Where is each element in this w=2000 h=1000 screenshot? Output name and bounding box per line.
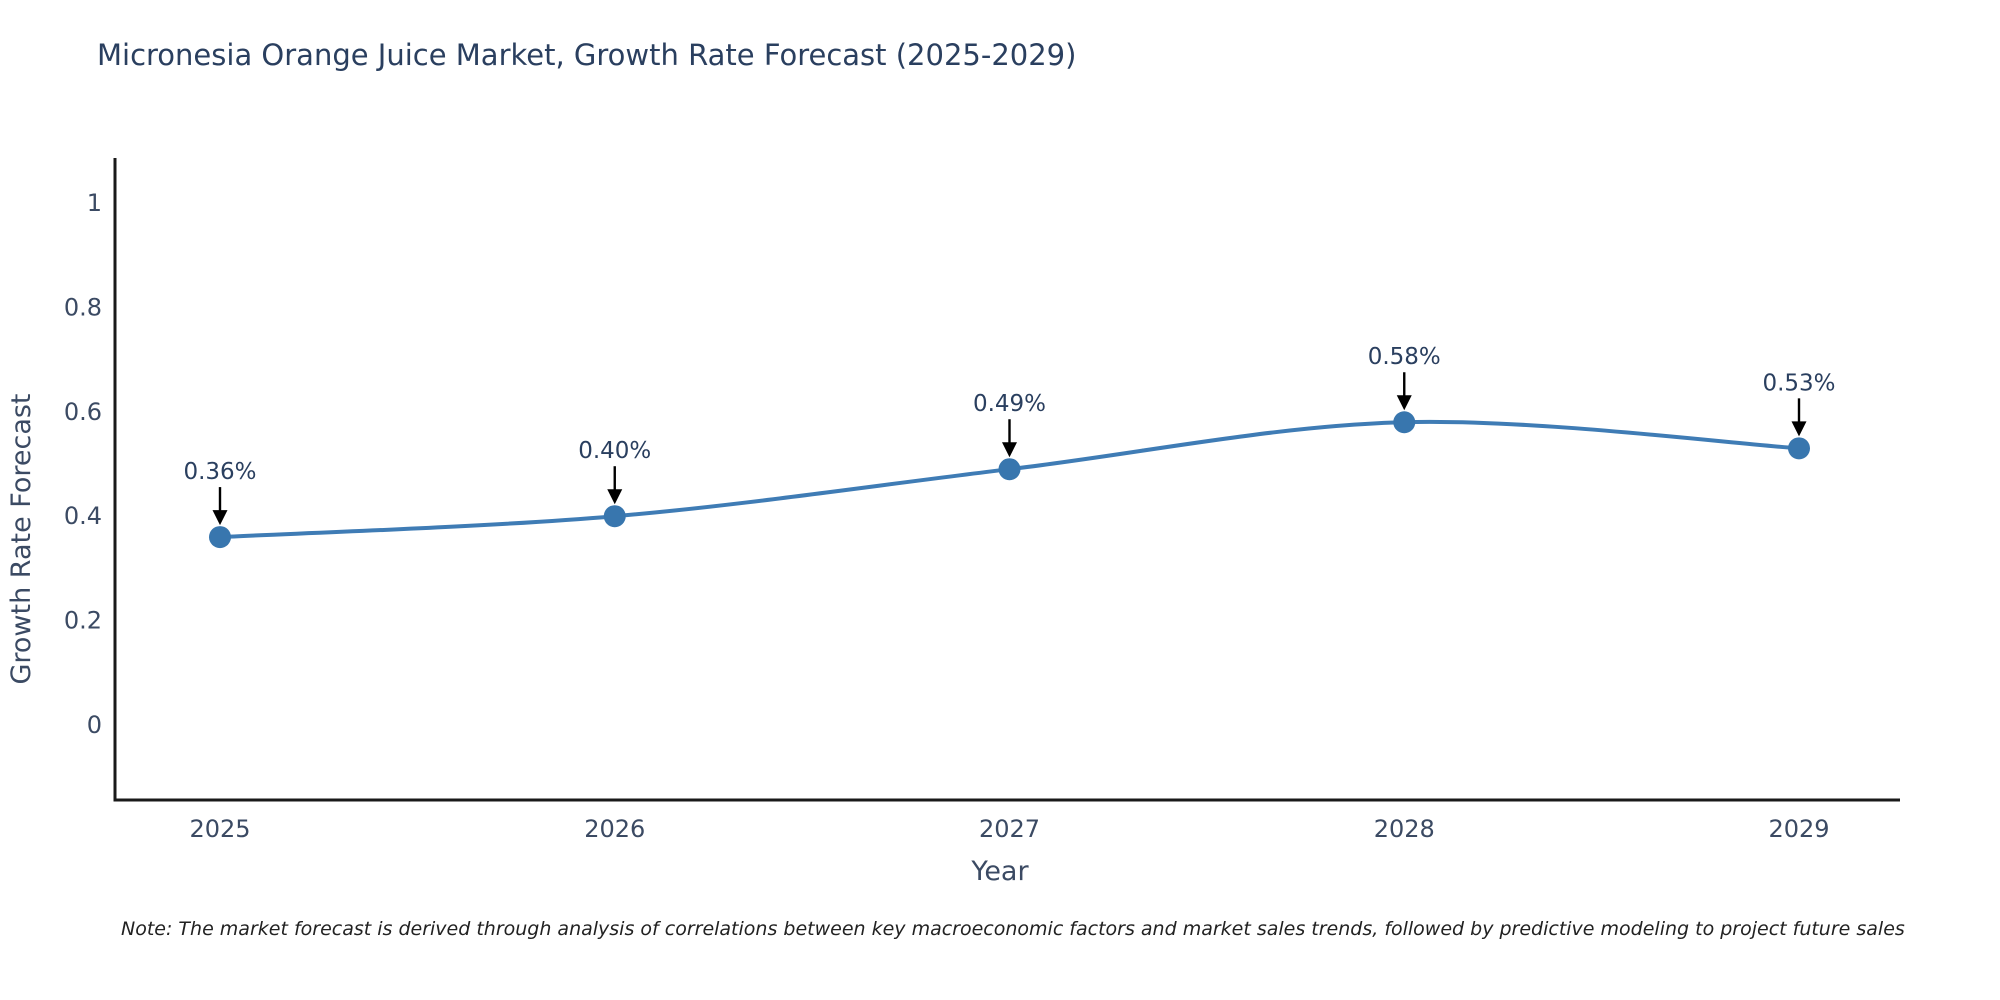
data-point-label: 0.49% xyxy=(973,391,1046,417)
data-point-label: 0.36% xyxy=(183,459,256,485)
annotation-2026: 0.40% xyxy=(578,438,651,505)
y-tick-label: 1 xyxy=(87,189,102,217)
y-tick-label: 0 xyxy=(87,711,102,739)
annotation-2028: 0.58% xyxy=(1368,344,1441,411)
annotation-arrowhead-icon xyxy=(212,510,228,526)
x-tick-label: 2026 xyxy=(584,815,645,843)
data-point-2026 xyxy=(603,505,626,528)
data-point-2027 xyxy=(998,458,1021,481)
annotation-arrowhead-icon xyxy=(1791,421,1807,437)
x-tick-label: 2027 xyxy=(979,815,1040,843)
annotation-2027: 0.49% xyxy=(973,391,1046,458)
y-axis-title: Growth Rate Forecast xyxy=(6,393,37,684)
y-tick-label: 0.6 xyxy=(64,398,102,426)
chart-title: Micronesia Orange Juice Market, Growth R… xyxy=(97,38,1077,72)
annotation-arrowhead-icon xyxy=(1396,395,1412,411)
annotation-2025: 0.36% xyxy=(183,459,257,526)
x-tick-label: 2029 xyxy=(1768,815,1829,843)
y-tick-label: 0.8 xyxy=(64,293,102,321)
x-tick-label: 2028 xyxy=(1374,815,1435,843)
data-point-2025 xyxy=(209,526,231,549)
x-axis-title: Year xyxy=(970,856,1029,887)
annotation-arrowhead-icon xyxy=(607,489,623,505)
data-point-2028 xyxy=(1393,411,1416,434)
data-point-2029 xyxy=(1788,437,1810,460)
data-point-label: 0.40% xyxy=(578,438,651,464)
data-point-label: 0.53% xyxy=(1762,370,1835,396)
footnote: Note: The market forecast is derived thr… xyxy=(121,918,1905,940)
y-tick-label: 0.2 xyxy=(64,607,102,635)
data-point-label: 0.58% xyxy=(1368,344,1441,370)
annotation-2029: 0.53% xyxy=(1762,370,1836,437)
y-tick-label: 0.4 xyxy=(64,502,102,530)
annotation-arrowhead-icon xyxy=(1002,442,1017,458)
x-tick-label: 2025 xyxy=(189,815,250,843)
